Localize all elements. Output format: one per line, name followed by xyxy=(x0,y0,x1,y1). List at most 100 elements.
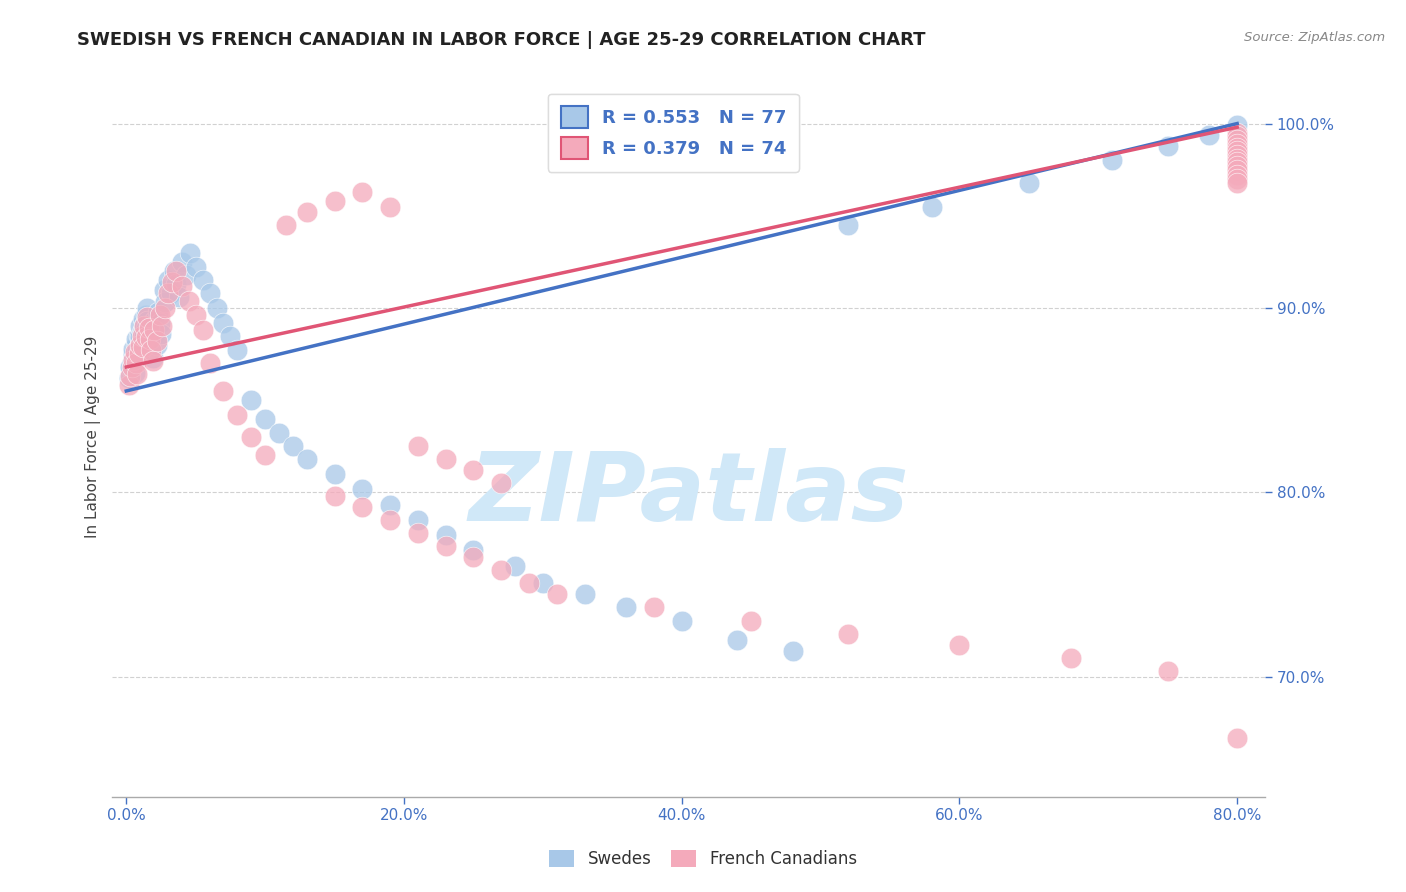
Point xyxy=(295,452,318,467)
Point xyxy=(546,587,568,601)
Point xyxy=(159,286,181,301)
Point xyxy=(1226,126,1249,140)
Point xyxy=(129,330,152,344)
Y-axis label: In Labor Force | Age 25-29: In Labor Force | Age 25-29 xyxy=(86,336,101,538)
Point xyxy=(323,467,346,481)
Point xyxy=(131,325,153,339)
Point xyxy=(1226,159,1249,173)
Point xyxy=(531,575,554,590)
Point xyxy=(160,275,183,289)
Point xyxy=(489,563,512,577)
Point xyxy=(489,476,512,491)
Point xyxy=(517,575,540,590)
Point xyxy=(121,359,143,374)
Point xyxy=(127,343,149,358)
Point xyxy=(274,218,297,232)
Point xyxy=(138,321,160,335)
Point xyxy=(212,316,235,330)
Point xyxy=(837,627,859,641)
Point xyxy=(1226,133,1249,147)
Point xyxy=(184,309,207,323)
Point xyxy=(132,312,155,326)
Point xyxy=(352,500,374,515)
Point xyxy=(1157,138,1180,153)
Point xyxy=(120,359,142,374)
Point xyxy=(120,369,142,384)
Point xyxy=(281,439,304,453)
Point xyxy=(136,301,159,315)
Point xyxy=(434,539,457,553)
Point xyxy=(142,354,165,368)
Point xyxy=(131,334,153,348)
Point xyxy=(463,542,485,557)
Point xyxy=(226,408,249,422)
Point xyxy=(122,347,145,361)
Point xyxy=(149,316,172,330)
Point xyxy=(138,323,160,337)
Point xyxy=(191,273,214,287)
Point xyxy=(148,304,170,318)
Point xyxy=(1226,155,1249,169)
Point xyxy=(152,319,174,334)
Point xyxy=(118,378,141,392)
Point xyxy=(1157,665,1180,679)
Point xyxy=(128,328,150,343)
Point xyxy=(122,342,145,356)
Point xyxy=(406,513,429,527)
Point xyxy=(134,319,156,334)
Point xyxy=(219,328,242,343)
Point xyxy=(177,293,200,308)
Point xyxy=(267,426,290,441)
Point xyxy=(1226,176,1249,190)
Point xyxy=(146,334,169,348)
Point xyxy=(135,321,157,335)
Point xyxy=(156,273,179,287)
Point xyxy=(1198,128,1220,142)
Point xyxy=(1101,153,1123,168)
Point xyxy=(948,639,970,653)
Text: SWEDISH VS FRENCH CANADIAN IN LABOR FORCE | AGE 25-29 CORRELATION CHART: SWEDISH VS FRENCH CANADIAN IN LABOR FORC… xyxy=(77,31,925,49)
Point xyxy=(121,356,143,370)
Point xyxy=(1226,148,1249,162)
Point xyxy=(184,260,207,275)
Point xyxy=(921,200,943,214)
Text: Source: ZipAtlas.com: Source: ZipAtlas.com xyxy=(1244,31,1385,45)
Point xyxy=(139,332,162,346)
Point xyxy=(143,314,166,328)
Point xyxy=(136,314,159,328)
Point xyxy=(198,356,221,370)
Point xyxy=(146,338,169,352)
Point xyxy=(352,185,374,199)
Point xyxy=(167,290,190,304)
Point xyxy=(323,194,346,208)
Point xyxy=(323,489,346,503)
Point xyxy=(141,342,163,356)
Point xyxy=(254,449,277,463)
Point xyxy=(1226,136,1249,151)
Point xyxy=(254,411,277,425)
Point xyxy=(174,268,197,282)
Point xyxy=(128,347,150,361)
Point xyxy=(1226,731,1249,745)
Point xyxy=(378,498,401,512)
Point xyxy=(643,599,665,614)
Point xyxy=(152,283,174,297)
Point xyxy=(141,343,163,358)
Point xyxy=(463,549,485,564)
Point xyxy=(198,286,221,301)
Point xyxy=(153,301,176,315)
Point xyxy=(124,345,146,359)
Point xyxy=(378,200,401,214)
Point xyxy=(1226,140,1249,154)
Point xyxy=(125,356,148,370)
Point xyxy=(127,354,149,368)
Point xyxy=(179,245,201,260)
Point xyxy=(406,439,429,453)
Text: ZIPatlas: ZIPatlas xyxy=(468,448,910,541)
Point xyxy=(837,218,859,232)
Point xyxy=(139,332,162,346)
Point xyxy=(156,286,179,301)
Point xyxy=(170,255,193,269)
Point xyxy=(406,525,429,540)
Point xyxy=(1226,145,1249,159)
